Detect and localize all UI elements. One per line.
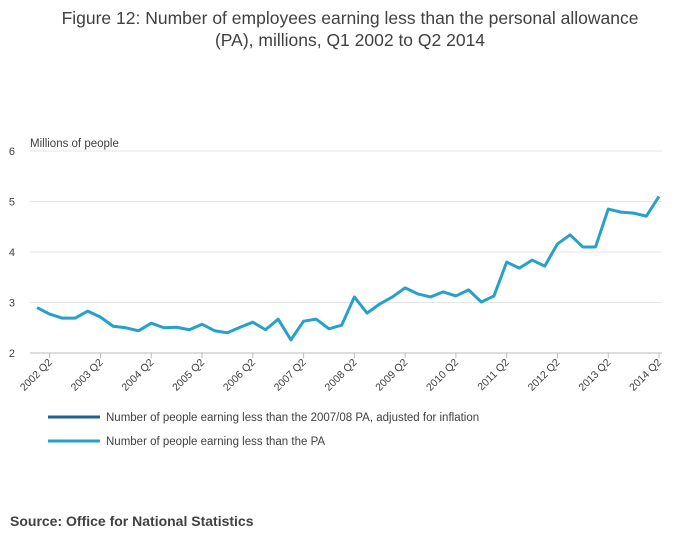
x-tick-label: 2014 Q2 <box>627 357 664 394</box>
y-axis-label: Millions of people <box>30 138 119 150</box>
y-tick-label: 3 <box>9 298 15 310</box>
y-tick-label: 6 <box>9 146 15 158</box>
legend-label: Number of people earning less than the P… <box>106 436 325 448</box>
x-tick-label: 2013 Q2 <box>576 357 613 394</box>
chart-title: (PA), millions, Q1 2002 to Q2 2014 <box>215 30 485 50</box>
y-tick-label: 5 <box>9 197 15 209</box>
x-tick-label: 2006 Q2 <box>221 357 258 394</box>
source: Source: Office for National Statistics <box>10 513 254 529</box>
x-tick-label: 2002 Q2 <box>18 357 55 394</box>
data-line <box>36 195 661 342</box>
legend-label: Number of people earning less than the 2… <box>106 412 479 424</box>
y-tick-label: 2 <box>9 348 15 360</box>
x-tick-label: 2005 Q2 <box>170 357 207 394</box>
x-tick-label: 2003 Q2 <box>69 357 106 394</box>
x-tick-label: 2007 Q2 <box>272 357 309 394</box>
x-tick-label: 2009 Q2 <box>373 357 410 394</box>
x-tick-label: 2010 Q2 <box>424 357 461 394</box>
x-tick-label: 2012 Q2 <box>526 357 563 394</box>
x-tick-label: 2008 Q2 <box>322 357 359 394</box>
x-tick-label: 2011 Q2 <box>475 357 512 394</box>
x-tick-label: 2004 Q2 <box>119 357 156 394</box>
y-tick-label: 4 <box>9 247 15 259</box>
chart-title: Figure 12: Number of employees earning l… <box>62 8 639 28</box>
